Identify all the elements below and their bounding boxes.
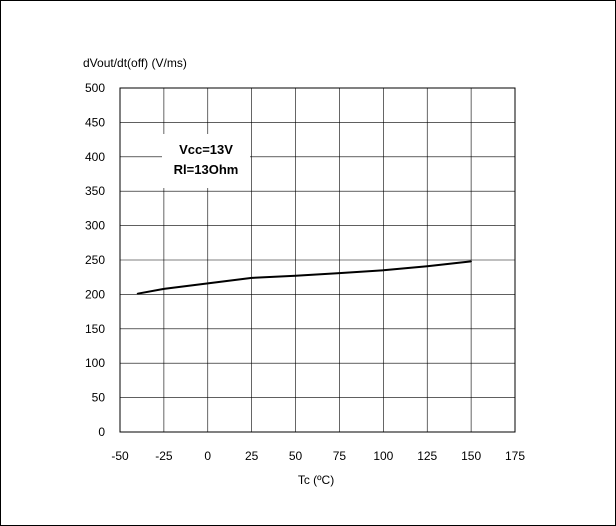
data-point	[163, 288, 165, 290]
x-tick-label: 175	[505, 449, 525, 463]
annotation-box	[162, 134, 250, 188]
y-tick-label: 300	[85, 219, 105, 233]
y-tick-label: 200	[85, 287, 105, 301]
y-tick-label: 500	[85, 81, 105, 95]
plot-area	[119, 87, 516, 433]
grid-lines	[120, 88, 515, 432]
y-axis-label: dVout/dt(off) (V/ms)	[83, 56, 187, 70]
data-point	[470, 260, 472, 263]
y-tick-label: 350	[85, 184, 105, 198]
data-point	[426, 265, 429, 267]
x-tick-label: -25	[155, 449, 173, 463]
y-tick-label: 150	[85, 322, 105, 336]
data-point	[338, 272, 341, 274]
y-tick-label: 50	[92, 391, 106, 405]
x-tick-label: 150	[461, 449, 481, 463]
x-tick-label: 0	[204, 449, 211, 463]
x-tick-label: 25	[245, 449, 259, 463]
data-point	[206, 282, 209, 285]
tick-labels: -50 -25 0 25 50 75 100 125 150 175 0 50 100 150 200 250…	[85, 81, 525, 463]
annotation-rl: Rl=13Ohm	[174, 162, 239, 177]
y-tick-label: 250	[85, 253, 105, 267]
data-point	[250, 277, 253, 279]
data-point	[294, 275, 297, 277]
y-tick-label: 450	[85, 115, 105, 129]
data-point	[382, 269, 385, 272]
series-line	[137, 260, 472, 295]
y-tick-label: 400	[85, 150, 105, 164]
y-tick-label: 0	[98, 425, 105, 439]
data-points	[136, 260, 472, 295]
x-tick-label: 75	[333, 449, 347, 463]
annotation-vcc: Vcc=13V	[179, 142, 233, 157]
x-tick-label: 50	[289, 449, 303, 463]
data-point	[136, 292, 139, 295]
x-tick-label: 125	[417, 449, 437, 463]
x-tick-label: 100	[373, 449, 393, 463]
x-axis-label: Tc (ºC)	[298, 473, 334, 487]
y-tick-label: 100	[85, 356, 105, 370]
x-tick-label: -50	[111, 449, 129, 463]
